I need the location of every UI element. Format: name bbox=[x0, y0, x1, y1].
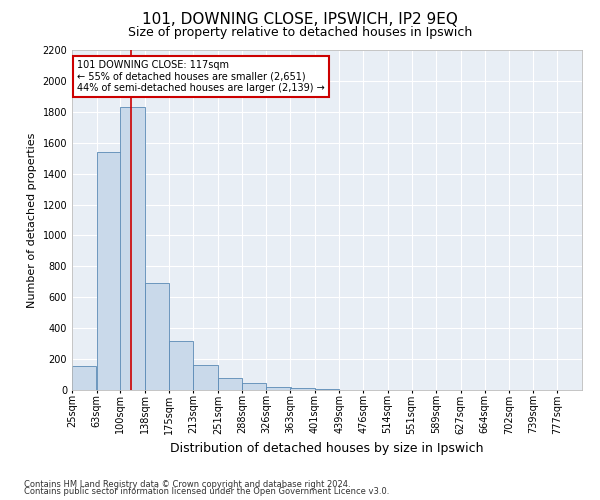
Bar bbox=[121, 107, 145, 390]
Bar bbox=[242, 383, 266, 390]
Bar bbox=[72, 366, 97, 390]
Bar bbox=[266, 386, 290, 390]
Text: 101 DOWNING CLOSE: 117sqm
← 55% of detached houses are smaller (2,651)
44% of se: 101 DOWNING CLOSE: 117sqm ← 55% of detac… bbox=[77, 60, 325, 94]
Text: Contains public sector information licensed under the Open Government Licence v3: Contains public sector information licen… bbox=[24, 487, 389, 496]
Bar bbox=[97, 152, 121, 390]
Bar bbox=[290, 388, 314, 390]
Text: Contains HM Land Registry data © Crown copyright and database right 2024.: Contains HM Land Registry data © Crown c… bbox=[24, 480, 350, 489]
X-axis label: Distribution of detached houses by size in Ipswich: Distribution of detached houses by size … bbox=[170, 442, 484, 455]
Y-axis label: Number of detached properties: Number of detached properties bbox=[27, 132, 37, 308]
Text: 101, DOWNING CLOSE, IPSWICH, IP2 9EQ: 101, DOWNING CLOSE, IPSWICH, IP2 9EQ bbox=[142, 12, 458, 28]
Bar bbox=[193, 366, 218, 390]
Text: Size of property relative to detached houses in Ipswich: Size of property relative to detached ho… bbox=[128, 26, 472, 39]
Bar bbox=[145, 282, 169, 390]
Bar bbox=[315, 389, 339, 390]
Bar bbox=[218, 378, 242, 390]
Bar bbox=[169, 342, 193, 390]
